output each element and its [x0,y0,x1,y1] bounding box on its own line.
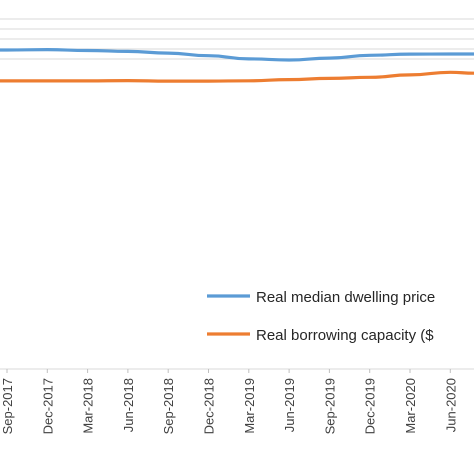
x-tick-label: Jun-2019 [282,378,297,432]
x-tick-label: Mar-2020 [403,378,418,434]
x-tick-label: Mar-2018 [81,378,96,434]
x-tick-label: Mar-2019 [242,378,257,434]
legend-box [175,278,474,351]
series-line-1 [0,47,474,62]
x-tick-label: Sep-2017 [0,378,15,434]
x-tick-label: Jun-2018 [121,378,136,432]
x-tick-label: Dec-2017 [40,378,55,434]
legend: Real median dwelling price Real borrowing… [175,278,474,351]
legend-label: Real median dwelling price [256,289,435,306]
x-tick-label: Dec-2018 [202,378,217,434]
legend-label: Real borrowing capacity ($ [256,327,434,344]
series-lines [0,47,474,83]
x-tick-label: Jun-2020 [443,378,458,432]
x-tick-label: Dec-2019 [363,378,378,434]
x-tick-label: Sep-2019 [322,378,337,434]
x-tick-label: Sep-2018 [161,378,176,434]
series-line-2 [0,70,474,83]
x-axis: Sep-2017 Dec-2017 Mar-2018 Jun-2018 Sep-2018… [0,369,458,434]
